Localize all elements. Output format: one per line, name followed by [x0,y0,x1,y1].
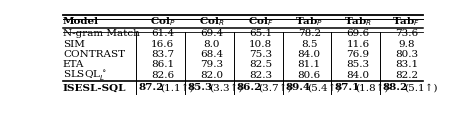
Text: (5.1↑): (5.1↑) [404,83,438,92]
Text: 75.3: 75.3 [249,50,272,59]
Text: Model: Model [63,17,99,26]
Text: 76.9: 76.9 [346,50,370,59]
Text: 84.0: 84.0 [298,50,321,59]
Text: 81.1: 81.1 [298,60,321,69]
Text: 78.2: 78.2 [298,29,321,38]
Text: CONTRAST: CONTRAST [63,50,125,59]
Text: (3.3↑): (3.3↑) [209,83,242,92]
Text: 85.3: 85.3 [346,60,370,69]
Text: 11.6: 11.6 [346,40,370,48]
Text: 80.3: 80.3 [395,50,418,59]
Text: 84.0: 84.0 [346,71,370,80]
Text: 82.6: 82.6 [151,71,174,80]
Text: 65.1: 65.1 [249,29,272,38]
Text: 87.2: 87.2 [139,83,164,92]
Text: SIM: SIM [63,40,85,48]
Text: 10.8: 10.8 [249,40,272,48]
Text: (1.8↑): (1.8↑) [356,83,389,92]
Text: 9.8: 9.8 [398,40,415,48]
Text: Tab$_F$: Tab$_F$ [392,15,420,28]
Text: 83.7: 83.7 [151,50,174,59]
Text: N-gram Match: N-gram Match [63,29,140,38]
Text: (1.1↑): (1.1↑) [160,83,193,92]
Text: 86.2: 86.2 [237,83,262,92]
Text: 73.6: 73.6 [395,29,418,38]
Text: (5.4↑): (5.4↑) [307,83,340,92]
Text: Tab$_R$: Tab$_R$ [344,15,372,28]
Text: Col$_F$: Col$_F$ [247,15,273,28]
Text: 89.4: 89.4 [285,83,310,92]
Text: 69.6: 69.6 [346,29,370,38]
Text: 8.0: 8.0 [203,40,220,48]
Text: 69.4: 69.4 [200,29,223,38]
Text: 79.3: 79.3 [200,60,223,69]
Text: (3.7↑): (3.7↑) [258,83,292,92]
Text: 16.6: 16.6 [151,40,174,48]
Text: 82.5: 82.5 [249,60,272,69]
Text: Col$_P$: Col$_P$ [150,15,175,28]
Text: 82.2: 82.2 [395,71,418,80]
Text: 85.3: 85.3 [188,83,213,92]
Text: 86.1: 86.1 [151,60,174,69]
Text: Tab$_P$: Tab$_P$ [295,15,323,28]
Text: SLSQL$_L^\circ$: SLSQL$_L^\circ$ [63,68,106,83]
Text: 82.0: 82.0 [200,71,223,80]
Text: ETA: ETA [63,60,84,69]
Text: 61.4: 61.4 [151,29,174,38]
Text: 8.5: 8.5 [301,40,318,48]
Text: 82.3: 82.3 [249,71,272,80]
Text: 88.2: 88.2 [383,83,408,92]
Text: 68.4: 68.4 [200,50,223,59]
Text: 80.6: 80.6 [298,71,321,80]
Text: Col$_R$: Col$_R$ [199,15,224,28]
Text: ISESL-SQL: ISESL-SQL [63,83,127,92]
Text: 87.1: 87.1 [334,83,360,92]
Text: 83.1: 83.1 [395,60,418,69]
